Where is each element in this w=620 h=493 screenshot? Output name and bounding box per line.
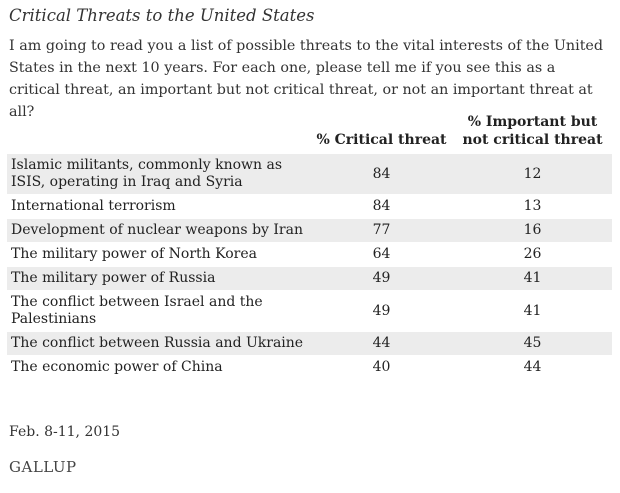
- critical-threat-value: 40: [372, 359, 391, 375]
- important-threat-value: 12: [523, 165, 542, 182]
- critical-threat-value: 64: [372, 246, 391, 262]
- header-critical-threat: % Critical threat: [316, 132, 447, 148]
- row-label: The military power of North Korea: [11, 246, 257, 262]
- table-header-row: % Critical threat % Important but not cr…: [7, 113, 612, 154]
- table-row: Islamic militants, commonly known as ISI…: [7, 153, 612, 195]
- row-label: Development of nuclear weapons by Iran: [11, 222, 303, 238]
- row-label: Islamic militants, commonly known as ISI…: [11, 157, 283, 190]
- important-threat-value: 41: [523, 302, 542, 319]
- critical-threat-value: 44: [372, 335, 391, 351]
- critical-threat-value: 84: [372, 165, 391, 182]
- important-threat-value: 41: [523, 270, 542, 286]
- important-threat-value: 45: [523, 335, 542, 351]
- row-label: The conflict between Israel and the Pale…: [11, 294, 263, 327]
- chart-title: Critical Threats to the United States: [9, 6, 315, 25]
- table-row: International terrorism 84 13: [7, 194, 612, 219]
- row-label: The military power of Russia: [11, 270, 216, 286]
- threats-table-container: % Critical threat % Important but not cr…: [7, 113, 612, 379]
- table-row: The military power of North Korea 64 26: [7, 242, 612, 267]
- row-label: The economic power of China: [11, 359, 223, 375]
- important-threat-value: 13: [523, 198, 542, 214]
- table-row: Development of nuclear weapons by Iran 77…: [7, 218, 612, 243]
- table-row: The military power of Russia 49 41: [7, 266, 612, 291]
- gallup-logo: GALLUP: [9, 458, 77, 476]
- survey-date: Feb. 8-11, 2015: [9, 424, 121, 440]
- table-row: The economic power of China 40 44: [7, 355, 612, 380]
- header-label-column: [7, 113, 310, 154]
- row-label: International terrorism: [11, 198, 176, 214]
- table-body: Islamic militants, commonly known as ISI…: [7, 153, 612, 380]
- critical-threat-value: 77: [372, 222, 391, 238]
- important-threat-value: 44: [523, 359, 542, 375]
- table-row: The conflict between Israel and the Pale…: [7, 290, 612, 332]
- row-label: The conflict between Russia and Ukraine: [11, 335, 304, 351]
- important-threat-value: 26: [523, 246, 542, 262]
- critical-threat-value: 49: [372, 270, 391, 286]
- table-row: The conflict between Russia and Ukraine 4…: [7, 331, 612, 356]
- survey-question: I am going to read you a list of possibl…: [9, 38, 604, 120]
- critical-threat-value: 49: [372, 302, 391, 319]
- threats-table: % Critical threat % Important but not cr…: [7, 113, 612, 379]
- critical-threat-value: 84: [372, 198, 391, 214]
- important-threat-value: 16: [523, 222, 542, 238]
- header-important-threat: % Important but not critical threat: [462, 114, 603, 148]
